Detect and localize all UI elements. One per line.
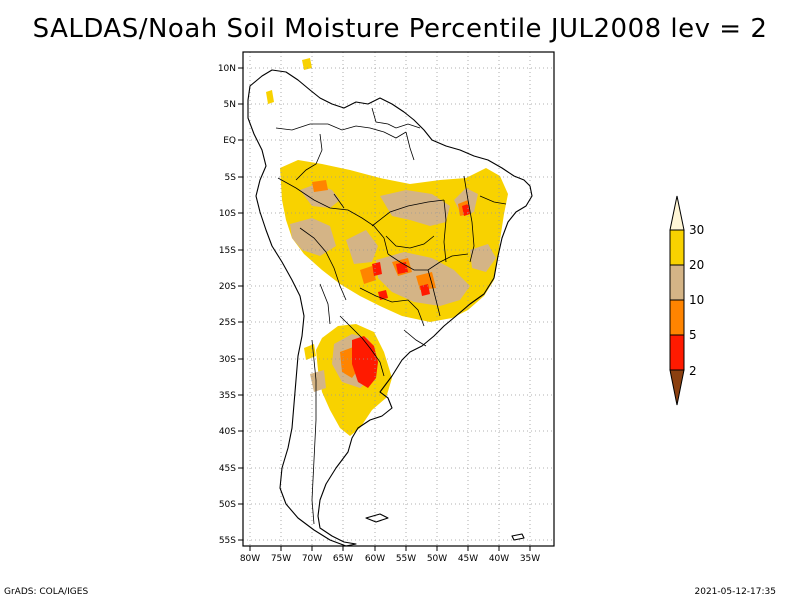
- lat-tick-label: 30S: [219, 355, 236, 365]
- color-bar-label: 30: [689, 223, 704, 237]
- lon-tick-label: 55W: [396, 554, 416, 564]
- color-bar-top-triangle: [669, 195, 685, 231]
- coastline: [247, 69, 533, 547]
- color-bar-bottom-triangle: [669, 369, 685, 406]
- color-bar-label: 5: [689, 328, 697, 342]
- map-frame: [242, 51, 555, 547]
- lon-tick-label: 50W: [427, 554, 447, 564]
- color-bar-5-10: [669, 299, 685, 336]
- lat-tick-label: 50S: [219, 500, 236, 510]
- lat-tick-label: 5S: [225, 173, 237, 183]
- lat-tick-label: 20S: [219, 282, 236, 292]
- lon-tick-label: 70W: [302, 554, 322, 564]
- percentile-field: [266, 58, 508, 436]
- lat-tick-label: 35S: [219, 391, 236, 401]
- color-bar-label: 20: [689, 258, 704, 272]
- lon-tick-label: 45W: [458, 554, 478, 564]
- footer-credit: GrADS: COLA/IGES: [4, 587, 89, 597]
- lon-tick-label: 75W: [271, 554, 291, 564]
- lat-tick-label: 40S: [219, 427, 236, 437]
- color-bar-10-20: [669, 264, 685, 301]
- lat-tick-label: 25S: [219, 318, 236, 328]
- color-bar-label: 10: [689, 293, 704, 307]
- lat-tick-label: 15S: [219, 246, 236, 256]
- lon-tick-label: 40W: [489, 554, 509, 564]
- lon-axis: 80W 75W 70W 65W 60W 55W 50W 45W 40W 35W: [240, 546, 540, 564]
- lon-tick-label: 65W: [333, 554, 353, 564]
- color-bar: [669, 195, 685, 406]
- lat-tick-label: 10S: [219, 209, 236, 219]
- lat-tick-label: 10N: [218, 64, 236, 74]
- fill-2-5: [352, 204, 470, 388]
- lat-tick-label: 5N: [224, 100, 236, 110]
- lat-tick-label: EQ: [223, 136, 236, 146]
- lat-tick-label: 55S: [219, 536, 236, 546]
- color-bar-20-30: [669, 229, 685, 266]
- map-title: SALDAS/Noah Soil Moisture Percentile JUL…: [32, 14, 768, 44]
- footer-timestamp: 2021-05-12-17:35: [694, 587, 777, 597]
- lon-tick-label: 60W: [365, 554, 385, 564]
- borders: [275, 107, 507, 525]
- lat-axis: 10N 5N EQ 5S 10S 15S 20S 25S 30S 35S 40S…: [218, 64, 243, 546]
- lat-tick-label: 45S: [219, 464, 236, 474]
- color-bar-labels: 30 20 10 5 2: [689, 223, 704, 378]
- lon-tick-label: 35W: [520, 554, 540, 564]
- color-bar-label: 2: [689, 364, 697, 378]
- color-bar-2-5: [669, 334, 685, 371]
- lon-tick-label: 80W: [240, 554, 260, 564]
